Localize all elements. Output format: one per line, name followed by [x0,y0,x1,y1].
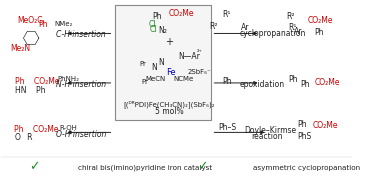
Text: NMe₂: NMe₂ [54,21,72,27]
Text: CO₂Me: CO₂Me [169,9,194,18]
Text: N₂: N₂ [158,26,167,35]
Text: R¹: R¹ [222,10,230,19]
Text: Ph    CO₂Me: Ph CO₂Me [15,77,60,86]
Text: Ph    CO₂Me: Ph CO₂Me [14,125,58,134]
Text: Ar: Ar [294,27,302,36]
Text: CO₂Me: CO₂Me [308,16,333,25]
Text: reaction: reaction [252,132,283,141]
Text: Ph: Ph [288,75,298,84]
Text: Ph: Ph [152,12,162,20]
Text: Pr: Pr [141,79,149,85]
Text: NCMe: NCMe [174,76,194,82]
Text: C-H insertion: C-H insertion [56,30,105,39]
Text: Ph: Ph [38,20,48,29]
Text: CO₂Me: CO₂Me [313,121,338,131]
Text: Ph: Ph [297,120,307,129]
Text: +: + [166,37,174,47]
Text: 5 mol%: 5 mol% [155,107,184,116]
Text: O-H insertion: O-H insertion [56,130,106,139]
Text: HN    Ph: HN Ph [15,86,46,95]
Text: Ph: Ph [222,77,231,86]
Text: epoxidation: epoxidation [240,80,285,89]
Text: N: N [158,58,164,67]
Text: MeCN: MeCN [145,76,166,82]
Text: ²⁺: ²⁺ [196,50,202,55]
Bar [115,5,211,121]
Text: N: N [151,63,156,72]
Text: chiral bis(imino)pyridine iron catalyst: chiral bis(imino)pyridine iron catalyst [78,165,213,171]
Text: CO₂Me: CO₂Me [315,78,340,87]
Text: Ph: Ph [315,28,324,37]
Text: [(ᴰᴿPDI)Fe(CH₃CN)₂](SbF₆)₂: [(ᴰᴿPDI)Fe(CH₃CN)₂](SbF₆)₂ [124,100,215,108]
Text: Cl: Cl [148,20,156,29]
Text: R²: R² [210,22,218,31]
Text: Ph: Ph [301,80,310,89]
Text: Ar: Ar [241,23,250,32]
Text: Doyle–Kirmse: Doyle–Kirmse [245,126,297,135]
Text: R¹: R¹ [288,23,297,32]
Text: Ph–S: Ph–S [218,123,237,132]
Text: PhS: PhS [297,132,311,141]
Text: N—Ar: N—Ar [178,52,200,61]
Text: ✓: ✓ [29,160,40,173]
Text: R-OH: R-OH [59,125,77,131]
Text: O  R: O R [15,133,33,142]
Text: cyclopropanation: cyclopropanation [240,29,306,38]
Text: PhNH₂: PhNH₂ [57,76,79,82]
Text: 2SbF₆⁻: 2SbF₆⁻ [187,69,211,75]
Text: Pr: Pr [140,61,147,67]
Text: Me₂N: Me₂N [10,44,30,53]
Text: Cl: Cl [150,25,158,34]
Text: N-H insertion: N-H insertion [56,80,106,89]
Text: MeO₂C: MeO₂C [17,16,43,25]
Text: asymmetric cyclopropanation: asymmetric cyclopropanation [254,165,361,171]
Text: Fe: Fe [166,68,176,77]
Text: R²: R² [287,12,295,21]
Text: ✓: ✓ [197,160,208,173]
